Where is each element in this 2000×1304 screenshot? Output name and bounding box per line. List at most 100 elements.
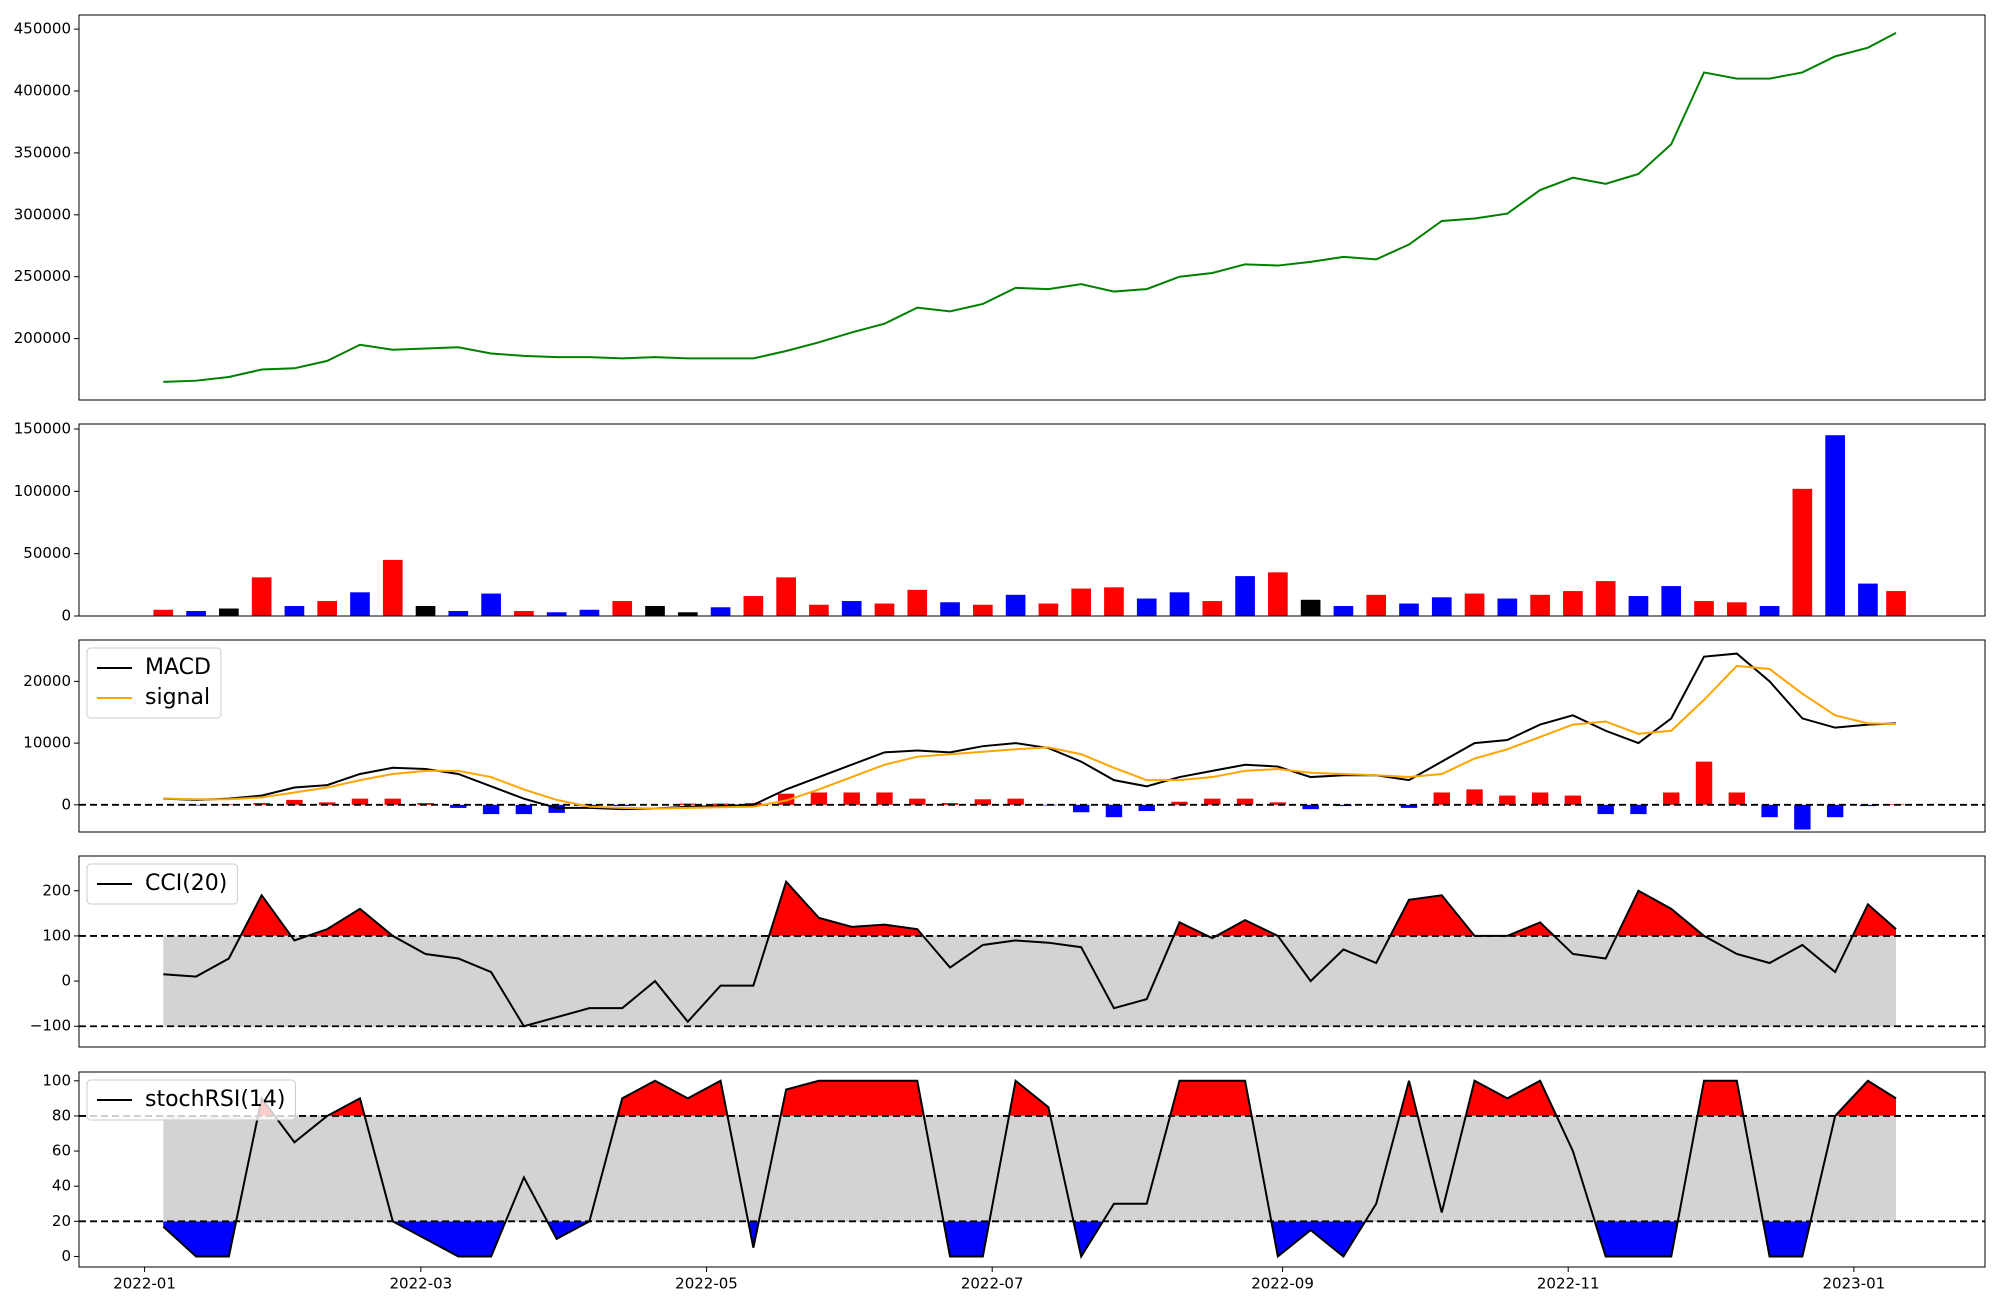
oversold-fill <box>163 1221 1811 1257</box>
y-tick-label: 0 <box>61 972 71 990</box>
x-tick-label: 2022-07 <box>961 1275 1024 1293</box>
histogram-bar <box>187 804 205 806</box>
histogram-bar <box>1072 804 1090 813</box>
histogram-bar <box>1269 802 1287 805</box>
panel: 200000 250000 300000 350000 400000 450000 <box>14 14 1986 401</box>
histogram-bar <box>1695 761 1713 805</box>
volume-bar <box>1268 572 1288 616</box>
volume-bar <box>153 609 174 616</box>
volume-bar <box>579 609 600 616</box>
y-tick-label: 400000 <box>14 82 71 100</box>
histogram-bar <box>482 804 500 815</box>
histogram-bar <box>515 804 533 815</box>
histogram-bar <box>1400 804 1418 808</box>
histogram-bar <box>974 799 992 805</box>
volume-bar <box>317 601 338 616</box>
volume-bar <box>612 601 633 616</box>
histogram-bar <box>1761 804 1778 818</box>
volume-bar <box>481 593 501 616</box>
volume-bar <box>1563 591 1583 616</box>
volume-bar <box>1071 588 1092 616</box>
volume-bar <box>448 611 469 616</box>
histogram-bar <box>450 804 467 808</box>
volume-bar <box>1726 602 1747 616</box>
x-tick-label: 2022-05 <box>675 1275 738 1293</box>
volume-bar <box>1366 594 1387 616</box>
histogram-bar <box>1728 792 1745 805</box>
histogram-bar <box>1826 804 1844 818</box>
y-tick-label: 100 <box>42 926 71 944</box>
y-tick-label: 60 <box>52 1142 71 1160</box>
histogram-bar <box>1630 804 1647 815</box>
series-line <box>162 1078 1897 1260</box>
y-tick-label: −100 <box>30 1017 71 1035</box>
legend-label: MACD <box>145 655 211 680</box>
volume-bar <box>1694 601 1714 616</box>
volume-bar <box>677 612 698 616</box>
histogram-bar <box>1302 804 1319 810</box>
y-tick-label: 0 <box>61 795 71 813</box>
legend-box <box>86 1079 296 1121</box>
volume-bar <box>1530 594 1550 616</box>
panel: 0 10000 20000 MACD signal <box>23 639 1986 833</box>
volume-bar <box>1202 601 1223 616</box>
volume-bar <box>1399 603 1419 616</box>
histogram-bar <box>777 793 795 805</box>
axes-frame <box>78 639 1986 833</box>
volume-bar <box>809 604 829 616</box>
y-tick-label: 200000 <box>14 329 71 347</box>
volume-bar <box>1497 598 1518 616</box>
volume-bar <box>186 611 206 616</box>
neutral-band <box>163 935 1897 1027</box>
volume-bar <box>514 611 534 616</box>
volume-bar <box>710 607 731 616</box>
y-tick-label: 100000 <box>14 482 71 500</box>
histogram-bar <box>1499 795 1516 805</box>
y-tick-label: 250000 <box>14 267 71 285</box>
volume-bar <box>1169 592 1190 616</box>
y-tick-label: 0 <box>61 1247 71 1265</box>
y-tick-label: 20000 <box>23 672 71 690</box>
volume-bar <box>1759 606 1780 616</box>
y-tick-label: 40 <box>52 1177 71 1195</box>
volume-bar <box>776 577 796 616</box>
axes-frame <box>78 14 1986 401</box>
plot-area <box>79 1078 1985 1260</box>
volume-bar <box>1661 586 1682 616</box>
series-line <box>163 664 1897 810</box>
volume-bar <box>1886 591 1906 616</box>
x-tick-label: 2022-09 <box>1251 1275 1314 1293</box>
volume-bar <box>1628 596 1649 616</box>
volume-bar <box>743 596 764 616</box>
histogram-bar <box>319 802 336 805</box>
histogram-bar <box>876 792 893 805</box>
histogram-bar <box>1236 798 1254 805</box>
histogram-bar <box>909 798 926 805</box>
legend: stochRSI(14) <box>86 1079 296 1121</box>
plot-area <box>79 652 1985 830</box>
legend-box <box>86 863 238 905</box>
histogram-bar <box>1335 804 1352 807</box>
legend: CCI(20) <box>86 863 238 905</box>
plot-area <box>163 31 1897 383</box>
y-tick-label: 350000 <box>14 143 71 161</box>
y-tick-label: 50000 <box>23 544 71 562</box>
y-tick-label: 80 <box>52 1106 71 1124</box>
volume-bar <box>841 601 862 616</box>
histogram-bar <box>286 799 303 805</box>
volume-bar <box>1235 576 1255 616</box>
legend: MACD signal <box>86 647 222 719</box>
volume-bar <box>907 589 928 616</box>
histogram-bar <box>1204 798 1221 805</box>
histogram-bar <box>384 798 401 805</box>
volume-bar <box>1825 435 1845 616</box>
volume-bar <box>1431 597 1452 616</box>
y-tick-label: 150000 <box>14 419 71 437</box>
neutral-band <box>163 1115 1897 1222</box>
histogram-bar <box>843 792 860 805</box>
volume-bar <box>1300 599 1321 616</box>
volume-bar <box>350 592 370 616</box>
histogram-bar <box>417 802 434 805</box>
volume-bar <box>284 606 305 616</box>
histogram-bar <box>1597 804 1614 815</box>
